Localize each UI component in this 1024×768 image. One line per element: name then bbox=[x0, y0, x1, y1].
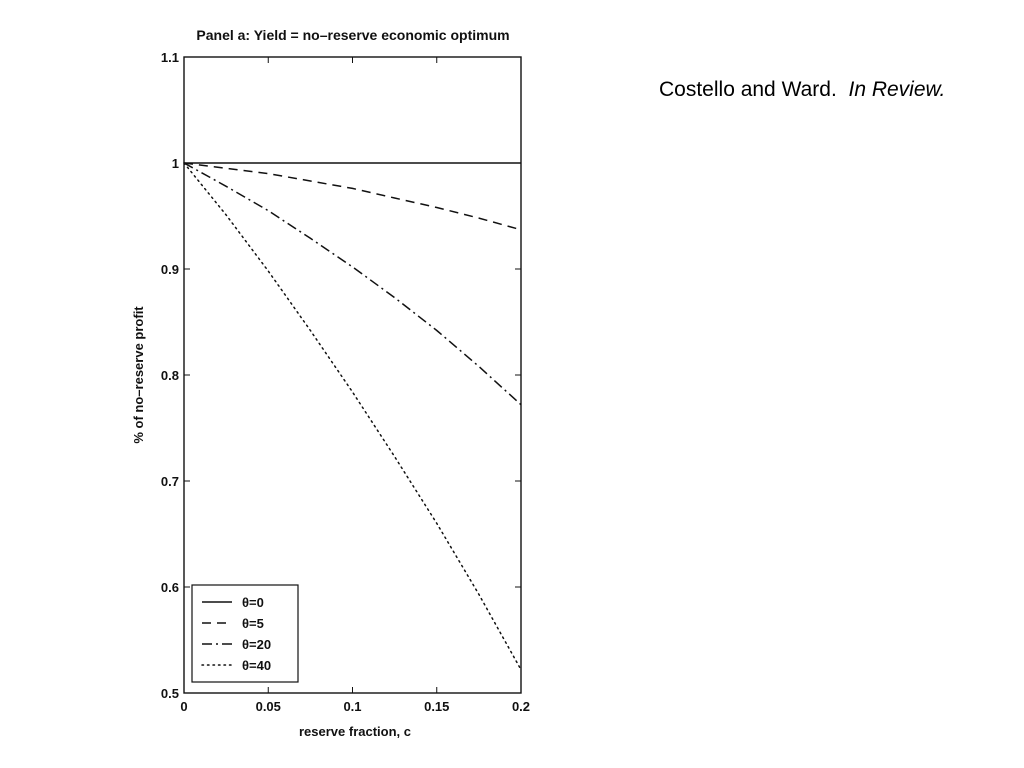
x-tick-label: 0.05 bbox=[256, 699, 281, 714]
series-line-3 bbox=[183, 162, 522, 671]
y-tick-label: 0.9 bbox=[161, 262, 179, 277]
y-tick-label: 1 bbox=[172, 156, 179, 171]
ticks: 0 0.05 0.1 0.15 0.2 0.5 0.6 0.7 0.8 0.9 1 1.1 bbox=[161, 50, 530, 714]
y-tick-label: 0.7 bbox=[161, 474, 179, 489]
y-tick-label: 0.8 bbox=[161, 368, 179, 383]
chart-title: Panel a: Yield = no–reserve economic opt… bbox=[196, 27, 509, 43]
legend-entry: θ=5 bbox=[242, 616, 264, 631]
legend-entry: θ=20 bbox=[242, 637, 271, 652]
y-tick-label: 0.6 bbox=[161, 580, 179, 595]
citation-status: In Review. bbox=[848, 78, 946, 101]
legend-entry: θ=40 bbox=[242, 658, 271, 673]
x-tick-label: 0.2 bbox=[512, 699, 530, 714]
x-tick-label: 0 bbox=[180, 699, 187, 714]
x-tick-label: 0.1 bbox=[343, 699, 361, 714]
series-line-2 bbox=[183, 162, 522, 406]
x-axis-label: reserve fraction, c bbox=[299, 724, 411, 739]
citation-authors: Costello and Ward. bbox=[659, 78, 837, 101]
legend-entry: θ=0 bbox=[242, 595, 264, 610]
y-axis-label: % of no–reserve profit bbox=[131, 306, 146, 444]
x-tick-label: 0.15 bbox=[424, 699, 449, 714]
y-tick-label: 0.5 bbox=[161, 686, 179, 701]
legend: θ=0 θ=5 θ=20 θ=40 bbox=[191, 584, 299, 683]
y-tick-label: 1.1 bbox=[161, 50, 179, 65]
series-line-1 bbox=[183, 162, 522, 231]
series-lines bbox=[183, 162, 522, 671]
legend-box bbox=[191, 584, 299, 683]
citation: Costello and Ward. In Review. bbox=[659, 77, 959, 102]
